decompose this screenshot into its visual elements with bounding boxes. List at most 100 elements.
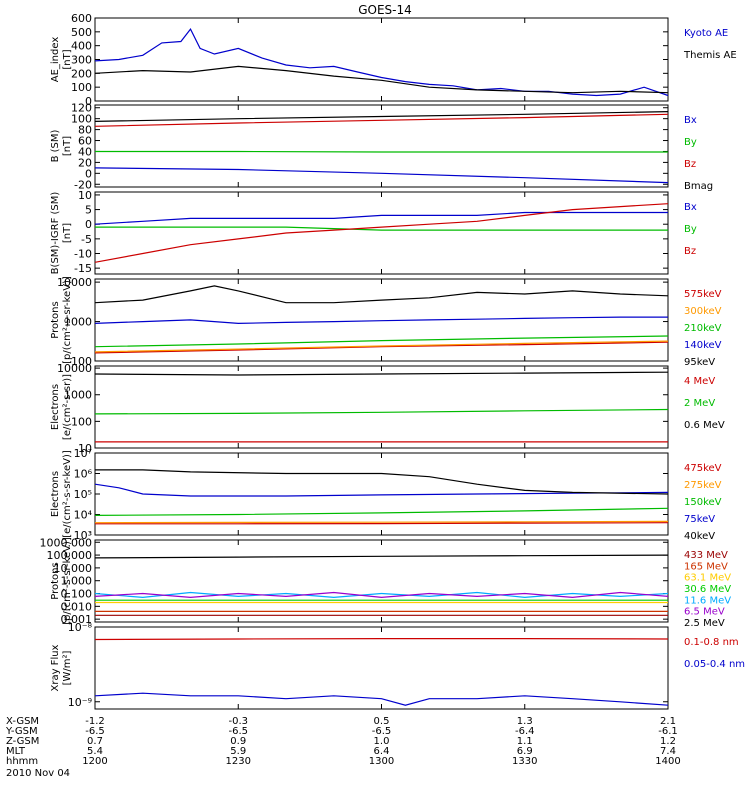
y-tick-label: 300 xyxy=(71,54,92,67)
y-axis-label: [nT] xyxy=(62,223,73,243)
plot-date: 2010 Nov 04 xyxy=(6,768,70,779)
y-tick-label: 20 xyxy=(78,156,92,169)
y-axis-label: [W/m²] xyxy=(62,650,73,685)
series-line-by xyxy=(95,150,668,153)
y-tick-label: 10⁶ xyxy=(74,468,93,481)
legend-entry: 0.6 MeV xyxy=(684,420,725,431)
y-tick-label: 100.000 xyxy=(47,549,93,562)
series-line-210kev xyxy=(94,335,669,348)
ephemeris-row-label: MLT xyxy=(6,746,26,757)
y-tick-label: 600 xyxy=(71,12,92,25)
ephemeris-value: 5.4 xyxy=(87,746,103,757)
legend-entry: Bmag xyxy=(684,181,713,192)
y-tick-label: 100 xyxy=(71,113,92,126)
y-axis-label: [e/(cm²-s-sr-keV)] xyxy=(62,450,73,538)
ephemeris-value: 6.9 xyxy=(517,746,533,757)
legend-entry: 2.5 MeV xyxy=(684,618,725,629)
legend-entry: Bz xyxy=(684,159,696,170)
y-tick-label: 200 xyxy=(71,67,92,80)
y-tick-label: 10⁵ xyxy=(74,488,92,501)
panel-frame xyxy=(94,17,669,102)
y-tick-label: 10000 xyxy=(57,276,92,289)
legend-entry: 75keV xyxy=(684,514,715,525)
ephemeris-value: 0.9 xyxy=(230,736,246,747)
y-tick-label: -20 xyxy=(74,178,92,191)
panel-6: 10³ 10⁴ 10⁵ 10⁶ 10⁷ Electrons [e/(cm²-s-sr-keV… xyxy=(50,447,722,542)
legend-entry: 150keV xyxy=(684,497,722,508)
y-axis-label: Protons xyxy=(50,562,61,599)
series-line-300kev xyxy=(94,340,669,353)
y-tick-label: 0 xyxy=(85,95,92,108)
y-tick-label: 500 xyxy=(71,26,92,39)
ephemeris-value: 1230 xyxy=(226,756,251,767)
legend-entry: By xyxy=(684,137,697,148)
legend-entry: 6.5 MeV xyxy=(684,607,725,618)
y-axis-label: AE_index xyxy=(50,37,61,83)
y-tick-label: 0.010 xyxy=(61,600,93,613)
y-tick-label: 1.000 xyxy=(61,575,93,588)
legend-entry: Bx xyxy=(684,202,697,213)
ephemeris-value: 1300 xyxy=(369,756,394,767)
y-axis-label: Electrons xyxy=(50,384,61,430)
y-axis-label: [p/(cm²-s-sr-keV)] xyxy=(62,537,73,625)
legend-entry: Themis AE xyxy=(683,50,737,61)
legend-entry: Bz xyxy=(684,246,696,257)
panel-3: -15-10 -5 05 10 B(SM)-IGRF (SM) [nT] Bx By Bz xyxy=(50,189,697,275)
ephemeris-value: 6.4 xyxy=(374,746,390,757)
ephemeris-value: 1200 xyxy=(82,756,107,767)
y-axis-label: [nT] xyxy=(62,49,73,69)
ephemeris-row-label: Y-GSM xyxy=(5,726,38,737)
y-axis-label: Electrons xyxy=(50,471,61,517)
legend-entry: 0.1-0.8 nm xyxy=(684,637,739,648)
series-line-6-5-mev xyxy=(94,591,669,599)
legend-entry: 30.6 MeV xyxy=(684,584,731,595)
ephemeris-value: -0.3 xyxy=(228,716,248,727)
y-tick-label: 10.000 xyxy=(54,562,93,575)
series-line-275kev xyxy=(94,520,669,524)
ephemeris-value: -6.5 xyxy=(85,726,105,737)
ephemeris-row-label: Z-GSM xyxy=(6,736,39,747)
y-axis-label: Xray Flux xyxy=(50,644,61,691)
ephemeris-value: -6.5 xyxy=(228,726,248,737)
ephemeris-value: 1.0 xyxy=(374,736,390,747)
series-line-575kev xyxy=(94,341,669,354)
y-tick-label: 400 xyxy=(71,40,92,53)
y-tick-label: 40 xyxy=(78,145,92,158)
y-axis-label: [nT] xyxy=(62,136,73,156)
legend-entry: 40keV xyxy=(684,531,715,542)
series-line-95kev xyxy=(94,285,669,304)
series-line-11-6-mev xyxy=(94,591,669,599)
y-tick-label: 0.001 xyxy=(61,613,93,626)
y-tick-label: 1000 xyxy=(64,389,92,402)
y-tick-label: 10⁷ xyxy=(74,447,92,460)
y-tick-label: 100 xyxy=(71,355,92,368)
series-line-150kev xyxy=(94,507,669,517)
panel-frame xyxy=(94,365,669,449)
legend-entry: 210keV xyxy=(684,323,722,334)
ephemeris-row-label: hhmm xyxy=(6,756,38,767)
series-line-themis-ae xyxy=(94,65,669,94)
legend-entry: 63.1 MeV xyxy=(684,573,731,584)
y-tick-label: 0 xyxy=(85,218,92,231)
y-tick-label: 10⁻⁸ xyxy=(68,621,93,634)
legend-entry: 95keV xyxy=(684,357,715,368)
series-line-kyoto-ae xyxy=(94,27,669,97)
series-line-bx xyxy=(94,167,669,184)
series-line-2-5-mev xyxy=(94,554,669,559)
series-line-75kev xyxy=(94,483,669,497)
legend-entry: 165 MeV xyxy=(684,561,728,572)
series-line-bx xyxy=(94,211,668,225)
ephemeris-row-label: X-GSM xyxy=(6,716,39,727)
ephemeris-value: -6.5 xyxy=(372,726,392,737)
legend-entry: 433 MeV xyxy=(684,550,728,561)
ephemeris-value: -6.1 xyxy=(658,726,678,737)
ephemeris-value: 1.3 xyxy=(517,716,533,727)
legend-entry: By xyxy=(684,224,697,235)
panel-frame xyxy=(94,191,669,275)
y-axis-label: Protons xyxy=(50,301,61,338)
y-tick-label: 10⁴ xyxy=(74,509,93,522)
series-line-0-1-0-8-nm xyxy=(94,637,669,641)
